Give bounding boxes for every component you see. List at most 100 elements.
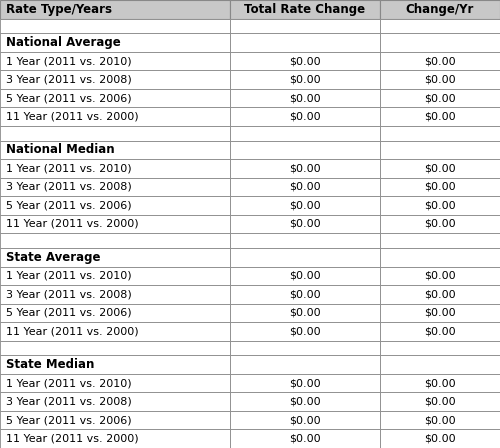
Bar — [230, 0, 380, 18]
Text: $0.00: $0.00 — [289, 289, 321, 299]
Bar — [230, 355, 380, 374]
Text: $0.00: $0.00 — [289, 112, 321, 121]
Bar — [380, 33, 500, 52]
Text: State Median: State Median — [6, 358, 94, 371]
Bar — [380, 52, 500, 70]
Bar — [0, 52, 230, 70]
Text: 5 Year (2011 vs. 2006): 5 Year (2011 vs. 2006) — [6, 308, 132, 318]
Bar — [380, 89, 500, 108]
Bar — [230, 430, 380, 448]
Text: Change/Yr: Change/Yr — [406, 3, 474, 16]
Bar — [230, 196, 380, 215]
Text: $0.00: $0.00 — [424, 182, 456, 192]
Text: $0.00: $0.00 — [424, 112, 456, 121]
Bar — [380, 141, 500, 159]
Bar — [230, 33, 380, 52]
Bar — [230, 108, 380, 126]
Text: 5 Year (2011 vs. 2006): 5 Year (2011 vs. 2006) — [6, 415, 132, 425]
Bar — [380, 248, 500, 267]
Bar — [230, 178, 380, 196]
Text: $0.00: $0.00 — [424, 308, 456, 318]
Bar — [0, 340, 230, 355]
Bar — [230, 141, 380, 159]
Bar — [230, 267, 380, 285]
Bar — [0, 126, 230, 141]
Bar — [230, 52, 380, 70]
Bar — [0, 18, 230, 33]
Text: $0.00: $0.00 — [289, 56, 321, 66]
Bar — [0, 392, 230, 411]
Text: $0.00: $0.00 — [289, 75, 321, 85]
Bar — [380, 196, 500, 215]
Bar — [230, 18, 380, 33]
Text: Total Rate Change: Total Rate Change — [244, 3, 366, 16]
Text: 1 Year (2011 vs. 2010): 1 Year (2011 vs. 2010) — [6, 164, 132, 173]
Bar — [0, 411, 230, 430]
Bar — [230, 340, 380, 355]
Text: 3 Year (2011 vs. 2008): 3 Year (2011 vs. 2008) — [6, 397, 132, 407]
Bar — [380, 70, 500, 89]
Text: $0.00: $0.00 — [424, 415, 456, 425]
Bar — [230, 126, 380, 141]
Text: $0.00: $0.00 — [289, 271, 321, 281]
Bar — [380, 430, 500, 448]
Bar — [380, 178, 500, 196]
Bar — [380, 304, 500, 322]
Bar — [0, 215, 230, 233]
Bar — [0, 196, 230, 215]
Bar — [0, 70, 230, 89]
Text: 1 Year (2011 vs. 2010): 1 Year (2011 vs. 2010) — [6, 271, 132, 281]
Bar — [230, 89, 380, 108]
Bar — [230, 248, 380, 267]
Bar — [0, 141, 230, 159]
Bar — [230, 411, 380, 430]
Text: 5 Year (2011 vs. 2006): 5 Year (2011 vs. 2006) — [6, 93, 132, 103]
Text: $0.00: $0.00 — [424, 289, 456, 299]
Text: $0.00: $0.00 — [424, 434, 456, 444]
Bar — [0, 33, 230, 52]
Text: $0.00: $0.00 — [289, 308, 321, 318]
Text: $0.00: $0.00 — [289, 434, 321, 444]
Text: 11 Year (2011 vs. 2000): 11 Year (2011 vs. 2000) — [6, 327, 138, 336]
Text: 11 Year (2011 vs. 2000): 11 Year (2011 vs. 2000) — [6, 434, 138, 444]
Text: 3 Year (2011 vs. 2008): 3 Year (2011 vs. 2008) — [6, 182, 132, 192]
Text: $0.00: $0.00 — [424, 201, 456, 211]
Bar — [0, 322, 230, 340]
Bar — [0, 355, 230, 374]
Bar — [230, 215, 380, 233]
Text: $0.00: $0.00 — [289, 327, 321, 336]
Text: State Average: State Average — [6, 251, 100, 264]
Text: $0.00: $0.00 — [424, 164, 456, 173]
Text: $0.00: $0.00 — [424, 327, 456, 336]
Bar — [230, 392, 380, 411]
Text: $0.00: $0.00 — [424, 271, 456, 281]
Bar — [380, 411, 500, 430]
Text: $0.00: $0.00 — [289, 201, 321, 211]
Bar — [0, 304, 230, 322]
Text: $0.00: $0.00 — [289, 378, 321, 388]
Text: $0.00: $0.00 — [289, 219, 321, 229]
Text: $0.00: $0.00 — [289, 164, 321, 173]
Text: $0.00: $0.00 — [289, 182, 321, 192]
Bar — [0, 89, 230, 108]
Text: 11 Year (2011 vs. 2000): 11 Year (2011 vs. 2000) — [6, 219, 138, 229]
Text: 5 Year (2011 vs. 2006): 5 Year (2011 vs. 2006) — [6, 201, 132, 211]
Bar — [380, 267, 500, 285]
Text: $0.00: $0.00 — [289, 415, 321, 425]
Text: National Average: National Average — [6, 36, 121, 49]
Bar — [380, 18, 500, 33]
Text: $0.00: $0.00 — [424, 378, 456, 388]
Text: 3 Year (2011 vs. 2008): 3 Year (2011 vs. 2008) — [6, 75, 132, 85]
Bar — [230, 322, 380, 340]
Text: $0.00: $0.00 — [424, 93, 456, 103]
Text: $0.00: $0.00 — [424, 219, 456, 229]
Bar — [0, 374, 230, 392]
Bar — [380, 233, 500, 248]
Bar — [0, 248, 230, 267]
Bar — [0, 267, 230, 285]
Bar — [380, 108, 500, 126]
Bar — [0, 159, 230, 178]
Bar — [0, 233, 230, 248]
Text: 1 Year (2011 vs. 2010): 1 Year (2011 vs. 2010) — [6, 56, 132, 66]
Bar — [380, 0, 500, 18]
